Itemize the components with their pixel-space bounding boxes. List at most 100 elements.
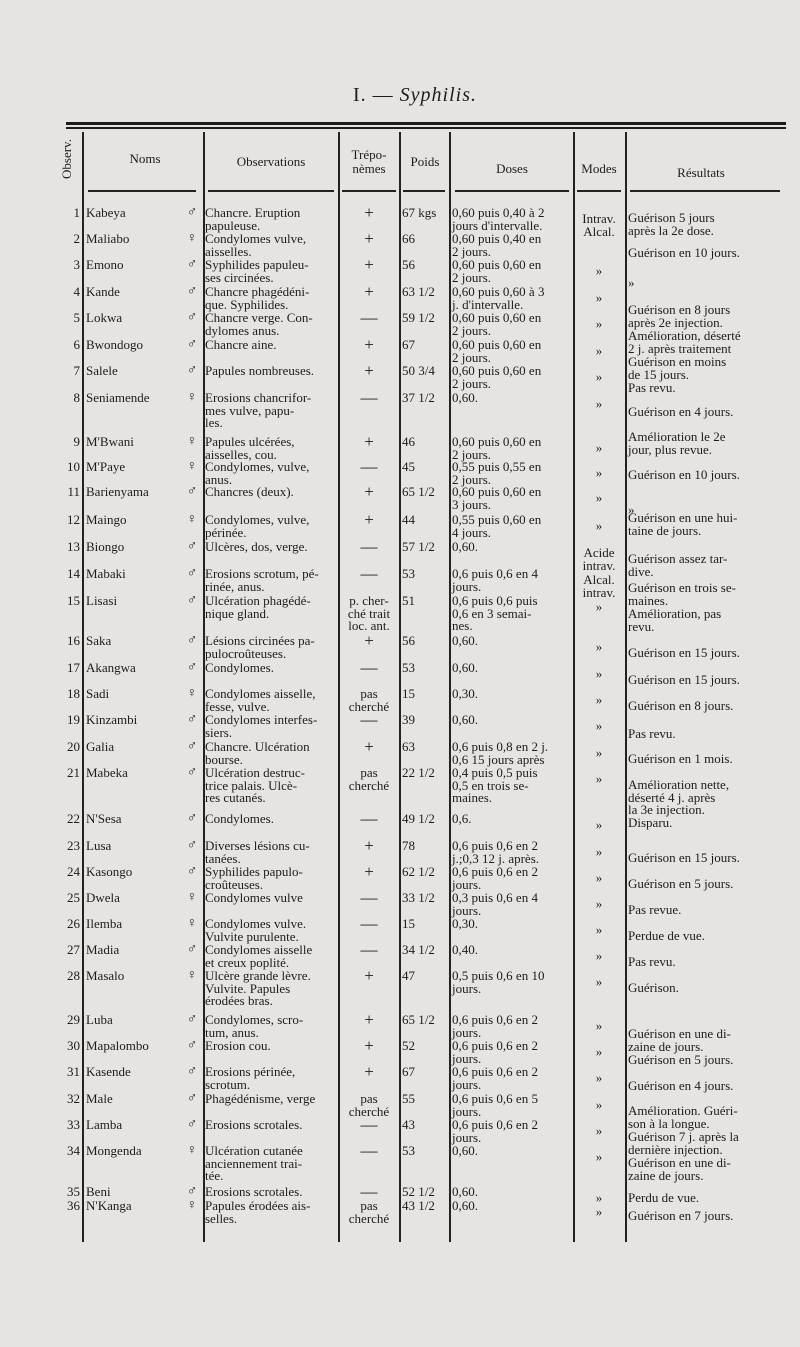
cell-trep: + xyxy=(364,510,374,529)
cell-trep: + xyxy=(364,229,374,248)
cell-num: 25 xyxy=(67,890,80,905)
cell-modes: » xyxy=(595,666,603,681)
male-symbol-icon: ♂ xyxy=(186,712,198,727)
cell-modes: » xyxy=(595,1070,603,1085)
cell-num: 18 xyxy=(67,686,80,701)
cell-doses: 0,6 puis 0,6 en 4 jours. xyxy=(452,566,538,594)
cell-poids: 56 xyxy=(402,257,415,272)
cell-trep: — xyxy=(360,809,378,828)
female-symbol-icon: ♀ xyxy=(186,231,198,246)
cell-obs: Papules nombreuses. xyxy=(205,363,315,378)
male-symbol-icon: ♂ xyxy=(186,1064,198,1079)
cell-res: Guérison en 5 jours. xyxy=(628,1052,734,1067)
cell-num: 31 xyxy=(67,1064,80,1079)
cell-trep: — xyxy=(360,1182,378,1201)
cell-doses: 0,6 puis 0,6 en 2 jours. xyxy=(452,1117,538,1145)
cell-obs: Chancre phagédéni- que. Syphilides. xyxy=(205,284,310,312)
cell-name: Maliabo xyxy=(86,231,130,246)
cell-num: 17 xyxy=(67,660,80,675)
cell-doses: 0,60. xyxy=(452,1198,478,1213)
cell-num: 33 xyxy=(67,1117,80,1132)
cell-trep: — xyxy=(360,888,378,907)
female-symbol-icon: ♀ xyxy=(186,686,198,701)
cell-num: 15 xyxy=(67,593,80,608)
cell-doses: 0,6 puis 0,6 en 2 jours. xyxy=(452,1038,538,1066)
column-divider xyxy=(203,132,205,1242)
cell-trep: — xyxy=(360,1115,378,1134)
cell-name: Emono xyxy=(86,257,124,272)
cell-res: Guérison en 10 jours. xyxy=(628,467,740,482)
male-symbol-icon: ♂ xyxy=(186,593,198,608)
cell-trep: + xyxy=(364,255,374,274)
male-symbol-icon: ♂ xyxy=(186,660,198,675)
cell-modes: » xyxy=(595,922,603,937)
cell-modes: » xyxy=(595,817,603,832)
cell-doses: 0,30. xyxy=(452,916,478,931)
section-subject: Syphilis. xyxy=(399,84,477,106)
cell-poids: 78 xyxy=(402,838,415,853)
cell-poids: 52 xyxy=(402,1038,415,1053)
header-resultats: Résultats xyxy=(677,165,725,180)
header-underline xyxy=(630,190,780,192)
cell-obs: Condylomes vulve, aisselles. xyxy=(205,231,307,259)
cell-modes: » xyxy=(595,263,603,278)
cell-name: Maingo xyxy=(86,512,127,527)
cell-obs: Lésions circinées pa- pulocroûteuses. xyxy=(205,633,315,661)
cell-obs: Erosions chancrifor- mes vulve, papu- le… xyxy=(205,390,312,430)
cell-obs: Syphilides papuleu- ses circinées. xyxy=(205,257,309,285)
cell-obs: Condylomes aisselle et creux poplité. xyxy=(205,942,313,970)
cell-trep: + xyxy=(364,966,374,985)
cell-trep: — xyxy=(360,308,378,327)
cell-modes: » xyxy=(595,1204,603,1219)
cell-doses: 0,60. xyxy=(452,539,478,554)
header-underline xyxy=(208,190,334,192)
cell-trep: — xyxy=(360,388,378,407)
cell-modes: Acide intrav. xyxy=(582,545,616,573)
cell-name: Mabeka xyxy=(86,765,128,780)
cell-poids: 63 1/2 xyxy=(402,284,435,299)
cell-obs: Papules érodées ais- selles. xyxy=(205,1198,311,1226)
cell-name: Kasongo xyxy=(86,864,133,879)
cell-poids: 49 1/2 xyxy=(402,811,435,826)
cell-poids: 65 1/2 xyxy=(402,484,435,499)
cell-num: 34 xyxy=(67,1143,80,1158)
cell-poids: 39 xyxy=(402,712,415,727)
cell-num: 4 xyxy=(73,284,81,299)
cell-name: Seniamende xyxy=(86,390,150,405)
cell-poids: 33 1/2 xyxy=(402,890,435,905)
cell-doses: 0,60 puis 0,60 en 2 jours. xyxy=(452,310,542,338)
male-symbol-icon: ♂ xyxy=(186,838,198,853)
cell-res: Guérison 5 jours après la 2e dose. xyxy=(628,210,715,238)
header-doses: Doses xyxy=(496,161,528,176)
cell-num: 22 xyxy=(67,811,80,826)
cell-name: Lokwa xyxy=(86,310,123,325)
page-title: I. — Syphilis. xyxy=(0,84,800,107)
cell-modes: » xyxy=(595,974,603,989)
cell-modes: » xyxy=(595,870,603,885)
cell-num: 12 xyxy=(67,512,80,527)
cell-trep: pas cherché xyxy=(348,1091,390,1119)
cell-trep: + xyxy=(364,361,374,380)
male-symbol-icon: ♂ xyxy=(186,539,198,554)
cell-modes: Alcal. intrav. xyxy=(582,572,616,600)
header-underline xyxy=(403,190,445,192)
cell-poids: 56 xyxy=(402,633,415,648)
cell-name: Lusa xyxy=(86,838,112,853)
cell-obs: Erosions scrotales. xyxy=(205,1117,303,1132)
cell-trep: — xyxy=(360,457,378,476)
cell-num: 19 xyxy=(67,712,80,727)
female-symbol-icon: ♀ xyxy=(186,390,198,405)
female-symbol-icon: ♀ xyxy=(186,1198,198,1213)
female-symbol-icon: ♀ xyxy=(186,916,198,931)
cell-poids: 62 1/2 xyxy=(402,864,435,879)
cell-modes: » xyxy=(595,369,603,384)
cell-poids: 53 xyxy=(402,660,415,675)
cell-res: Guérison en 1 mois. xyxy=(628,751,733,766)
cell-modes: » xyxy=(595,599,603,614)
cell-obs: Chancre verge. Con- dylomes anus. xyxy=(205,310,313,338)
cell-modes: » xyxy=(595,1018,603,1033)
cell-modes: » xyxy=(595,343,603,358)
header-underline xyxy=(455,190,569,192)
cell-modes: » xyxy=(595,745,603,760)
cell-trep: p. cher- ché trait loc. ant. xyxy=(347,593,391,633)
